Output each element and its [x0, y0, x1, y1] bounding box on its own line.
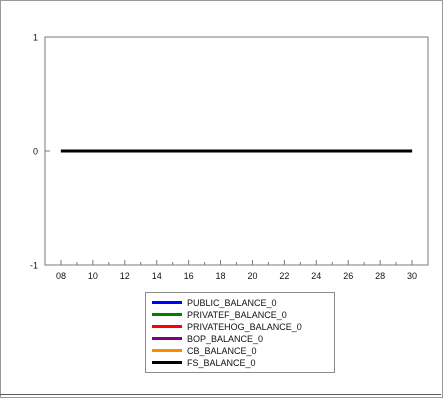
legend-item: PRIVATEF_BALANCE_0 [146, 309, 334, 321]
x-tick-label: 24 [311, 271, 321, 281]
x-tick-label: 14 [152, 271, 162, 281]
x-tick-label: 30 [407, 271, 417, 281]
x-tick-label: 28 [375, 271, 385, 281]
legend-label: PUBLIC_BALANCE_0 [187, 298, 277, 308]
legend-swatch [152, 361, 182, 364]
legend-item: BOP_BALANCE_0 [146, 333, 334, 345]
legend-item: PUBLIC_BALANCE_0 [146, 297, 334, 309]
legend-label: CB_BALANCE_0 [187, 346, 257, 356]
y-axis: 1 0 -1 [30, 33, 50, 271]
legend-item: PRIVATEHOG_BALANCE_0 [146, 321, 334, 333]
legend-swatch [152, 337, 182, 340]
x-tick-label: 22 [279, 271, 289, 281]
chart-legend: PUBLIC_BALANCE_0 PRIVATEF_BALANCE_0 PRIVAT… [145, 292, 335, 373]
legend-swatch [152, 349, 182, 352]
y-tick-label: -1 [30, 261, 38, 271]
legend-label: PRIVATEHOG_BALANCE_0 [187, 322, 302, 332]
legend-swatch [152, 313, 182, 316]
x-tick-label: 12 [120, 271, 130, 281]
x-tick-label: 26 [343, 271, 353, 281]
x-tick-label: 10 [88, 271, 98, 281]
y-tick-label: 1 [33, 33, 38, 43]
x-tick-label: 16 [184, 271, 194, 281]
x-tick-label: 18 [216, 271, 226, 281]
legend-item: FS_BALANCE_0 [146, 357, 334, 369]
legend-label: PRIVATEF_BALANCE_0 [187, 310, 287, 320]
x-tick-label: 08 [56, 271, 66, 281]
x-axis: 08 10 12 14 16 18 20 22 24 26 28 30 [56, 260, 417, 281]
x-tick-label: 20 [247, 271, 257, 281]
frame-bottom-border [0, 394, 441, 395]
legend-label: BOP_BALANCE_0 [187, 334, 264, 344]
legend-swatch [152, 301, 182, 304]
legend-item: CB_BALANCE_0 [146, 345, 334, 357]
legend-swatch [152, 325, 182, 328]
y-tick-label: 0 [33, 147, 38, 157]
legend-label: FS_BALANCE_0 [187, 358, 256, 368]
